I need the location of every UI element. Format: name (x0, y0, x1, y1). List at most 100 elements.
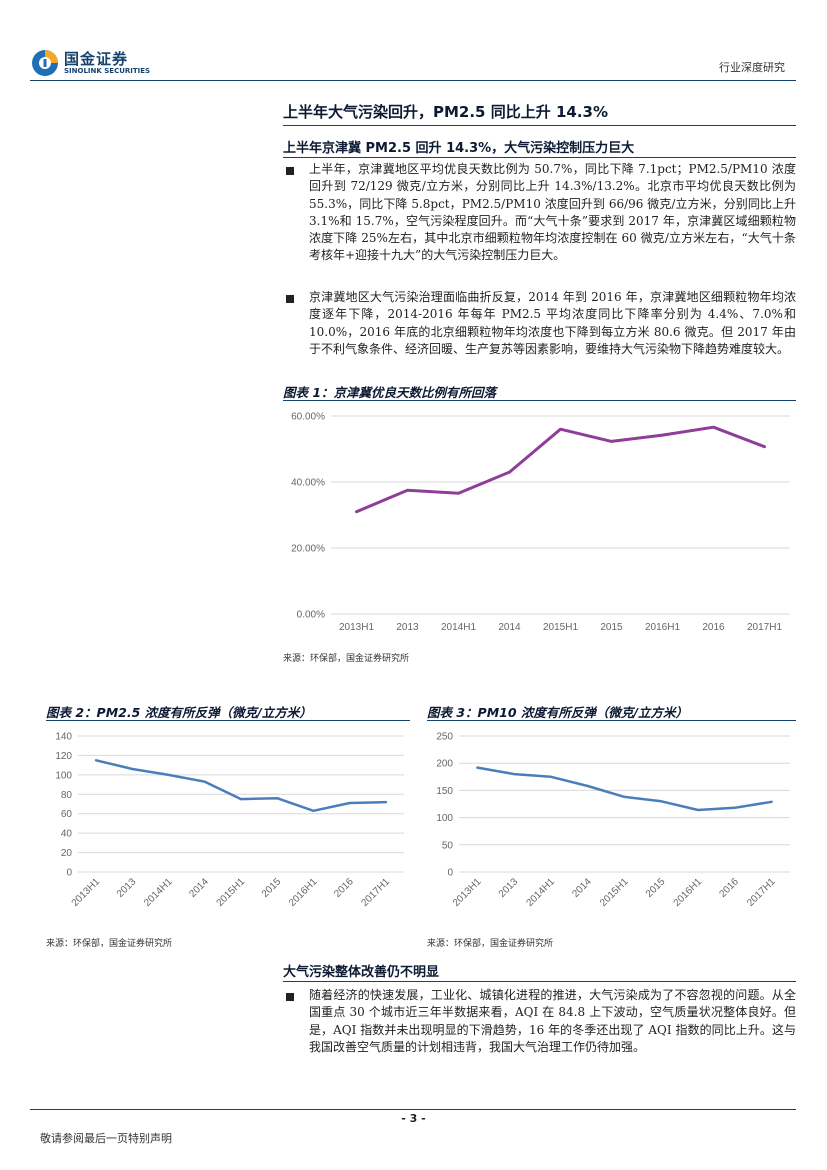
subtitle-divider (283, 157, 796, 158)
figure-1-divider (283, 400, 796, 401)
x-tick-label: 2014H1 (441, 622, 476, 633)
data-point (203, 780, 207, 784)
chart-pm10: 0 50 100 150 200 250 2013H1 2013 2014H1 2014 2015H… (427, 724, 796, 928)
data-point (770, 800, 774, 804)
bullet-square-icon (286, 993, 294, 1001)
data-point (94, 758, 98, 762)
x-tick-label: 2013 (115, 876, 139, 900)
y-tick-label: 250 (436, 732, 453, 743)
section-title: 上半年大气污染回升，PM2.5 同比上升 14.3% (283, 103, 608, 121)
paragraph-text: 随着经济的快速发展，工业化、城镇化进程的推进，大气污染成为了不容忽视的问题。从全… (309, 988, 796, 1054)
data-point (311, 809, 315, 813)
disclaimer-note: 敬请参阅最后一页特别声明 (40, 1132, 172, 1145)
bullet-paragraph-2: 京津冀地区大气污染治理面临曲折反复，2014 年到 2016 年，京津冀地区细颗… (283, 289, 796, 358)
paragraph-text: 上半年，京津冀地区平均优良天数比例为 50.7%，同比下降 7.1pct；PM2… (309, 162, 796, 263)
x-tick-label: 2015 (600, 622, 623, 633)
y-tick-label: 60.00% (291, 412, 325, 423)
data-point (559, 427, 563, 431)
logo-en-text: SINOLINK SECURITIES (64, 67, 151, 75)
data-point (661, 433, 665, 437)
y-tick-label: 80 (61, 790, 73, 801)
section-subtitle: 上半年京津冀 PM2.5 回升 14.3%，大气污染控制压力巨大 (283, 141, 635, 156)
data-point (712, 425, 716, 429)
series-line (94, 759, 388, 813)
figure-3-title: 图表 3：PM10 浓度有所反弹（微克/立方米） (427, 705, 688, 720)
bullet-paragraph-3: 随着经济的快速发展，工业化、城镇化进程的推进，大气污染成为了不容忽视的问题。从全… (283, 987, 796, 1056)
footer-divider (30, 1109, 796, 1110)
series-line (355, 425, 766, 514)
x-tick-label: 2016 (702, 622, 725, 633)
y-tick-label: 200 (436, 759, 453, 770)
figure-1-title: 图表 1：京津冀优良天数比例有所回落 (283, 385, 497, 400)
x-tick-label: 2013 (396, 622, 419, 633)
report-type: 行业深度研究 (719, 61, 785, 74)
x-tick-label: 2015 (644, 876, 668, 900)
figure-2-title: 图表 2：PM2.5 浓度有所反弹（微克/立方米） (46, 705, 312, 720)
x-tick-label: 2016 (332, 876, 356, 900)
y-tick-label: 150 (436, 786, 453, 797)
data-point (457, 491, 461, 495)
x-tick-label: 2014H1 (142, 876, 175, 909)
figure-2-source: 来源：环保部，国金证券研究所 (46, 939, 173, 949)
paragraph-text: 京津冀地区大气污染治理面临曲折反复，2014 年到 2016 年，京津冀地区细颗… (309, 290, 796, 356)
figure-3-divider (427, 720, 796, 721)
sinolink-logo-icon (32, 50, 58, 76)
x-tick-label: 2017H1 (747, 622, 782, 633)
y-tick-label: 40 (61, 829, 73, 840)
data-point (696, 808, 700, 812)
series-line (476, 766, 773, 812)
page-number: - 3 - (401, 1112, 426, 1125)
data-point (610, 439, 614, 443)
bullet-square-icon (286, 167, 294, 175)
x-tick-label: 2013H1 (339, 622, 374, 633)
y-tick-label: 40.00% (291, 478, 325, 489)
data-point (130, 767, 134, 771)
data-point (508, 470, 512, 474)
x-tick-label: 2013H1 (451, 876, 484, 909)
x-tick-label: 2013 (497, 876, 521, 900)
data-point (355, 510, 359, 514)
y-tick-label: 100 (55, 770, 72, 781)
data-point (384, 800, 388, 804)
chart-pm25: 0 20 40 60 80 100 120 140 2013H1 2013 2014H1 2014 20… (46, 724, 410, 928)
chart-3-svg: 0 50 100 150 200 250 2013H1 2013 2014H1 2014 2015H… (436, 732, 790, 909)
y-tick-label: 20.00% (291, 544, 325, 555)
x-tick-label: 2015H1 (543, 622, 578, 633)
x-tick-label: 2017H1 (359, 876, 392, 909)
figure-3-source: 来源：环保部，国金证券研究所 (427, 939, 554, 949)
company-logo: 国金证券 SINOLINK SECURITIES (30, 46, 160, 80)
x-tick-label: 2014 (187, 876, 211, 900)
x-tick-label: 2016H1 (287, 876, 320, 909)
y-tick-label: 100 (436, 813, 453, 824)
bullet-paragraph-1: 上半年，京津冀地区平均优良天数比例为 50.7%，同比下降 7.1pct；PM2… (283, 161, 796, 265)
section-2-divider (283, 981, 796, 982)
x-tick-label: 2015H1 (215, 876, 248, 909)
chart-good-air-days: 0.00% 20.00% 40.00% 60.00% 2013H1 2013 2014H1 2… (283, 402, 796, 644)
data-point (275, 796, 279, 800)
x-tick-label: 2013H1 (70, 876, 103, 909)
logo-cn-text: 国金证券 (64, 50, 129, 68)
y-tick-label: 140 (55, 732, 72, 743)
bullet-square-icon (286, 295, 294, 303)
y-tick-label: 0 (66, 868, 72, 879)
x-tick-label: 2015H1 (598, 876, 631, 909)
x-tick-label: 2014 (570, 876, 594, 900)
y-tick-label: 20 (61, 848, 73, 859)
data-point (512, 772, 516, 776)
header-divider (30, 80, 796, 81)
x-tick-label: 2015 (260, 876, 284, 900)
x-tick-label: 2017H1 (745, 876, 778, 909)
y-tick-label: 50 (442, 840, 454, 851)
data-point (167, 773, 171, 777)
data-point (659, 799, 663, 803)
data-point (239, 797, 243, 801)
data-point (406, 488, 410, 492)
x-tick-label: 2014 (498, 622, 521, 633)
data-point (586, 784, 590, 788)
x-tick-label: 2014H1 (525, 876, 558, 909)
data-point (623, 795, 627, 799)
section-title-divider (283, 125, 796, 126)
figure-2-divider (46, 720, 410, 721)
y-tick-label: 60 (61, 809, 73, 820)
